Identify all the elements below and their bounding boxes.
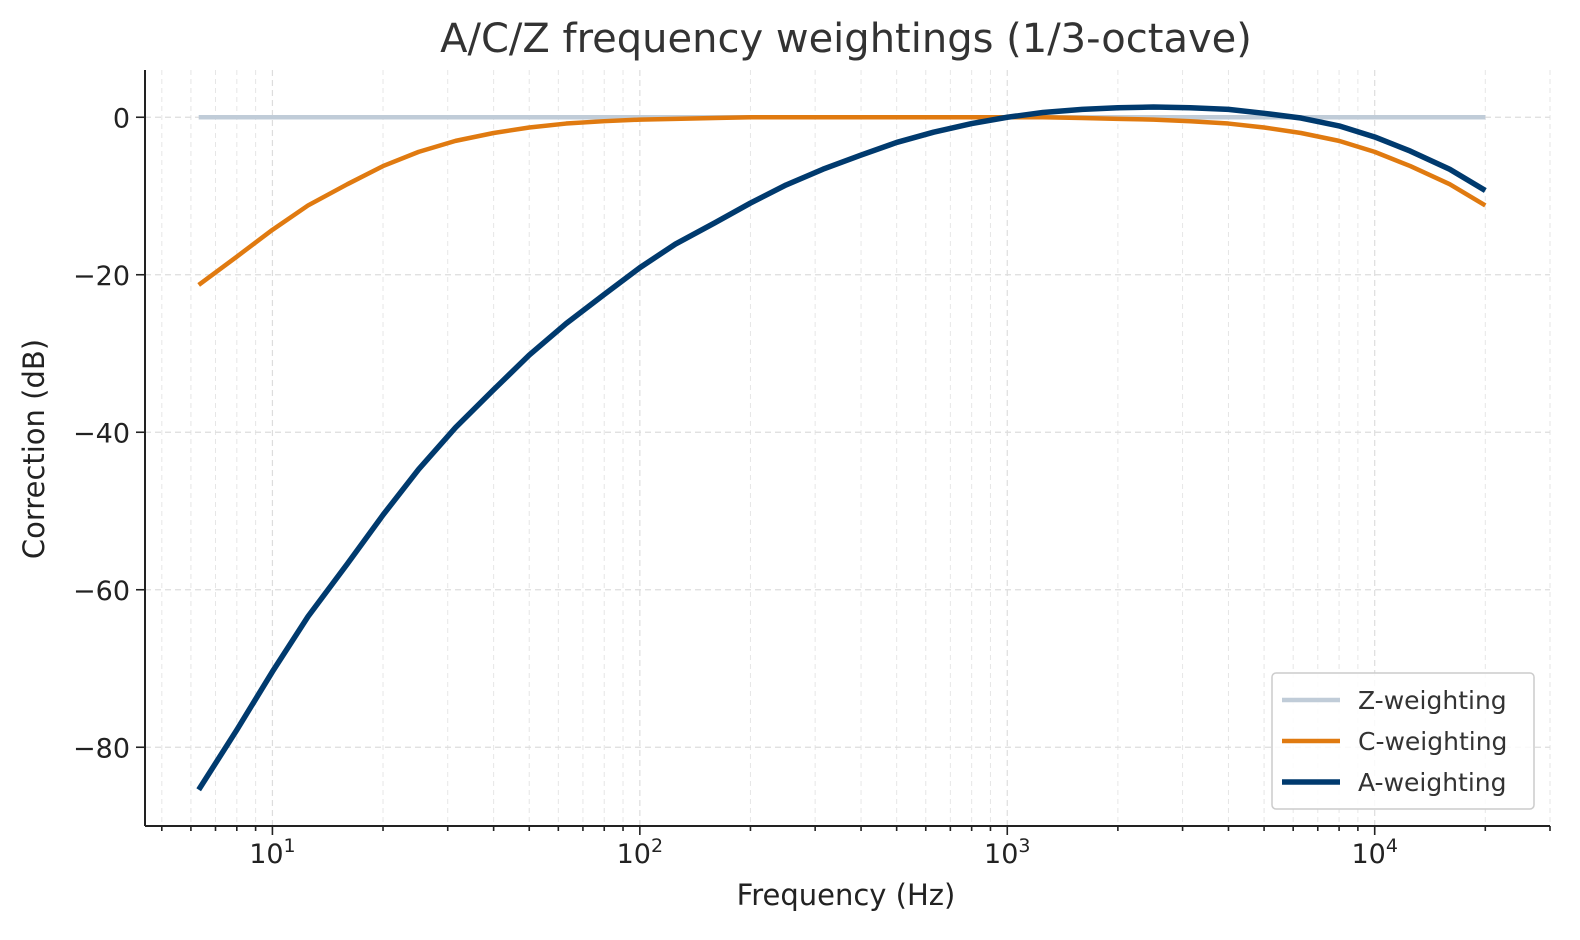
x-tick-label: 104	[1351, 835, 1397, 870]
chart-title: A/C/Z frequency weightings (1/3-octave)	[440, 16, 1252, 62]
x-axis-ticks: 101 102 103 104	[161, 826, 1551, 870]
legend-label-c-weighting: C-weighting	[1358, 727, 1507, 756]
x-tick-label: 101	[249, 835, 295, 870]
y-tick-label: −60	[73, 576, 130, 607]
grid	[145, 70, 1551, 826]
x-tick-label: 102	[617, 835, 663, 870]
legend-box	[1271, 672, 1535, 810]
legend-label-a-weighting: A-weighting	[1358, 768, 1507, 797]
axes	[144, 70, 1550, 827]
legend: Z-weighting C-weighting A-weighting	[1271, 672, 1535, 810]
y-tick-label: 0	[113, 103, 130, 134]
series-line-c-weighting	[197, 115, 1487, 287]
x-tick-label: 103	[984, 835, 1030, 870]
y-tick-label: −40	[73, 418, 130, 449]
series-line-a-weighting	[196, 104, 1487, 792]
legend-label-z-weighting: Z-weighting	[1358, 686, 1507, 715]
y-axis-label: Correction (dB)	[17, 339, 51, 559]
y-tick-label: −20	[73, 261, 130, 292]
series-lines	[196, 104, 1487, 792]
x-axis-label: Frequency (Hz)	[737, 878, 956, 912]
y-tick-label: −80	[73, 733, 130, 764]
y-axis-ticks: 0 −20 −40 −60 −80	[73, 103, 145, 764]
